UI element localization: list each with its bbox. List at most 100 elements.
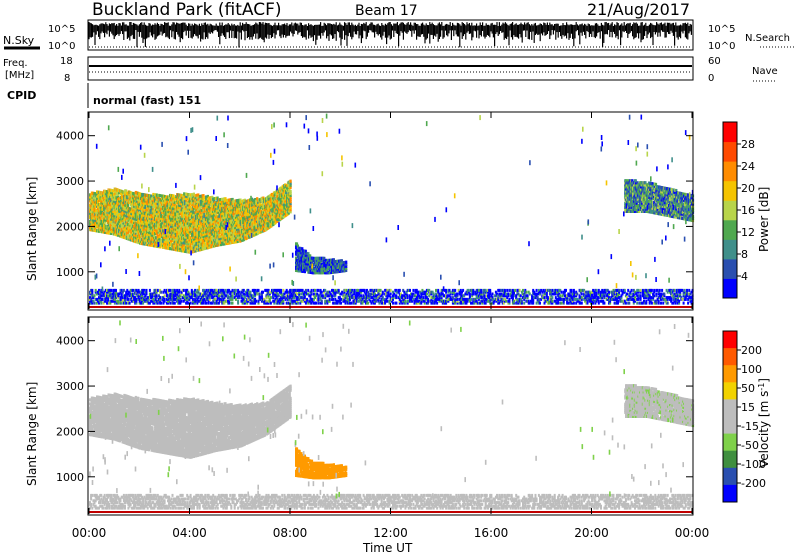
power-cell — [151, 233, 154, 237]
power-cell — [143, 232, 146, 236]
power-cell — [114, 202, 117, 206]
power-cell — [169, 234, 173, 239]
power-cell — [121, 208, 124, 212]
power-cell — [167, 226, 170, 230]
power-cell — [156, 208, 159, 212]
power-cell — [110, 209, 113, 213]
power-cell — [125, 210, 129, 214]
power-cell — [123, 217, 126, 221]
power-cell — [146, 236, 149, 240]
power-cell — [114, 218, 117, 222]
power-cell — [150, 217, 153, 221]
power-cell — [115, 210, 118, 214]
power-cell — [126, 196, 129, 200]
power-cell — [140, 223, 144, 227]
power-cell — [162, 241, 166, 245]
power-cell — [174, 203, 177, 207]
power-cell — [117, 233, 120, 237]
power-cell — [117, 203, 120, 207]
power-cell — [138, 208, 141, 212]
power-cell — [110, 199, 113, 203]
power-cell — [117, 194, 120, 198]
power-cell — [289, 189, 292, 193]
power-cell — [121, 194, 124, 198]
power-cell — [163, 195, 166, 199]
power-cell — [174, 231, 177, 235]
power-cell — [172, 212, 175, 217]
freq-tick-low: 8 — [64, 73, 70, 84]
power-cell — [125, 200, 129, 204]
power-cell — [118, 191, 121, 195]
power-cell — [108, 209, 111, 213]
power-cell — [112, 193, 115, 197]
power-cell — [143, 228, 146, 232]
power-cell — [114, 200, 117, 204]
power-cell — [150, 194, 153, 198]
power-cell — [158, 194, 161, 198]
power-cell — [159, 245, 162, 249]
power-cell — [156, 236, 159, 240]
power-cell — [128, 198, 131, 203]
power-cell — [89, 197, 92, 201]
power-cell — [101, 207, 104, 211]
power-cell — [122, 192, 125, 196]
power-cell — [169, 220, 173, 224]
power-cell — [136, 207, 139, 212]
power-cell — [144, 195, 147, 199]
power-cell — [116, 190, 119, 194]
power-cell — [167, 230, 170, 234]
power-cell — [114, 206, 117, 210]
power-cell — [120, 210, 123, 214]
nsky-series — [88, 22, 693, 48]
power-cell — [111, 205, 114, 209]
power-cell — [107, 225, 110, 229]
power-cell — [165, 227, 168, 232]
power-cell — [129, 221, 132, 225]
power-cell — [90, 197, 93, 201]
power-cell — [171, 231, 174, 235]
power-cell — [150, 219, 153, 223]
power-cell — [91, 193, 94, 197]
power-cell — [134, 231, 137, 235]
power-cell — [92, 214, 95, 218]
power-cell — [138, 200, 141, 204]
power-cell — [136, 232, 139, 236]
station-title: Buckland Park (fitACF) — [92, 0, 282, 20]
freq-panel — [87, 56, 694, 81]
power-cell — [139, 192, 142, 196]
power-cell — [115, 196, 118, 200]
power-cell — [169, 218, 173, 222]
power-cell — [93, 196, 96, 200]
power-cell — [97, 219, 100, 223]
power-cell — [99, 217, 102, 221]
power-cell — [124, 223, 127, 228]
power-cell — [100, 199, 103, 203]
power-cell — [93, 210, 96, 214]
nsky-tick-high: 10^5 — [48, 24, 75, 35]
power-cell — [172, 239, 175, 243]
power-cell — [115, 208, 118, 212]
power-cell — [129, 203, 132, 207]
power-cell — [153, 233, 156, 238]
power-cell — [133, 235, 136, 239]
power-cell — [169, 238, 173, 243]
power-cell — [114, 212, 117, 216]
power-cell — [125, 224, 129, 228]
power-cell — [92, 226, 95, 230]
nave-tick-low: 0 — [708, 73, 714, 84]
power-cell — [125, 220, 129, 224]
power-cell — [162, 209, 166, 213]
power-cell — [152, 225, 155, 229]
power-cell — [155, 195, 158, 199]
power-cell — [92, 220, 95, 224]
power-cell — [137, 240, 140, 245]
power-cell — [168, 210, 171, 214]
power-cell — [123, 211, 126, 215]
power-cell — [147, 204, 151, 208]
power-cell — [153, 229, 156, 233]
power-cell — [114, 222, 117, 226]
power-cell — [123, 233, 126, 237]
power-cell — [127, 194, 130, 198]
power-cell — [112, 226, 115, 230]
power-cell — [170, 247, 173, 251]
